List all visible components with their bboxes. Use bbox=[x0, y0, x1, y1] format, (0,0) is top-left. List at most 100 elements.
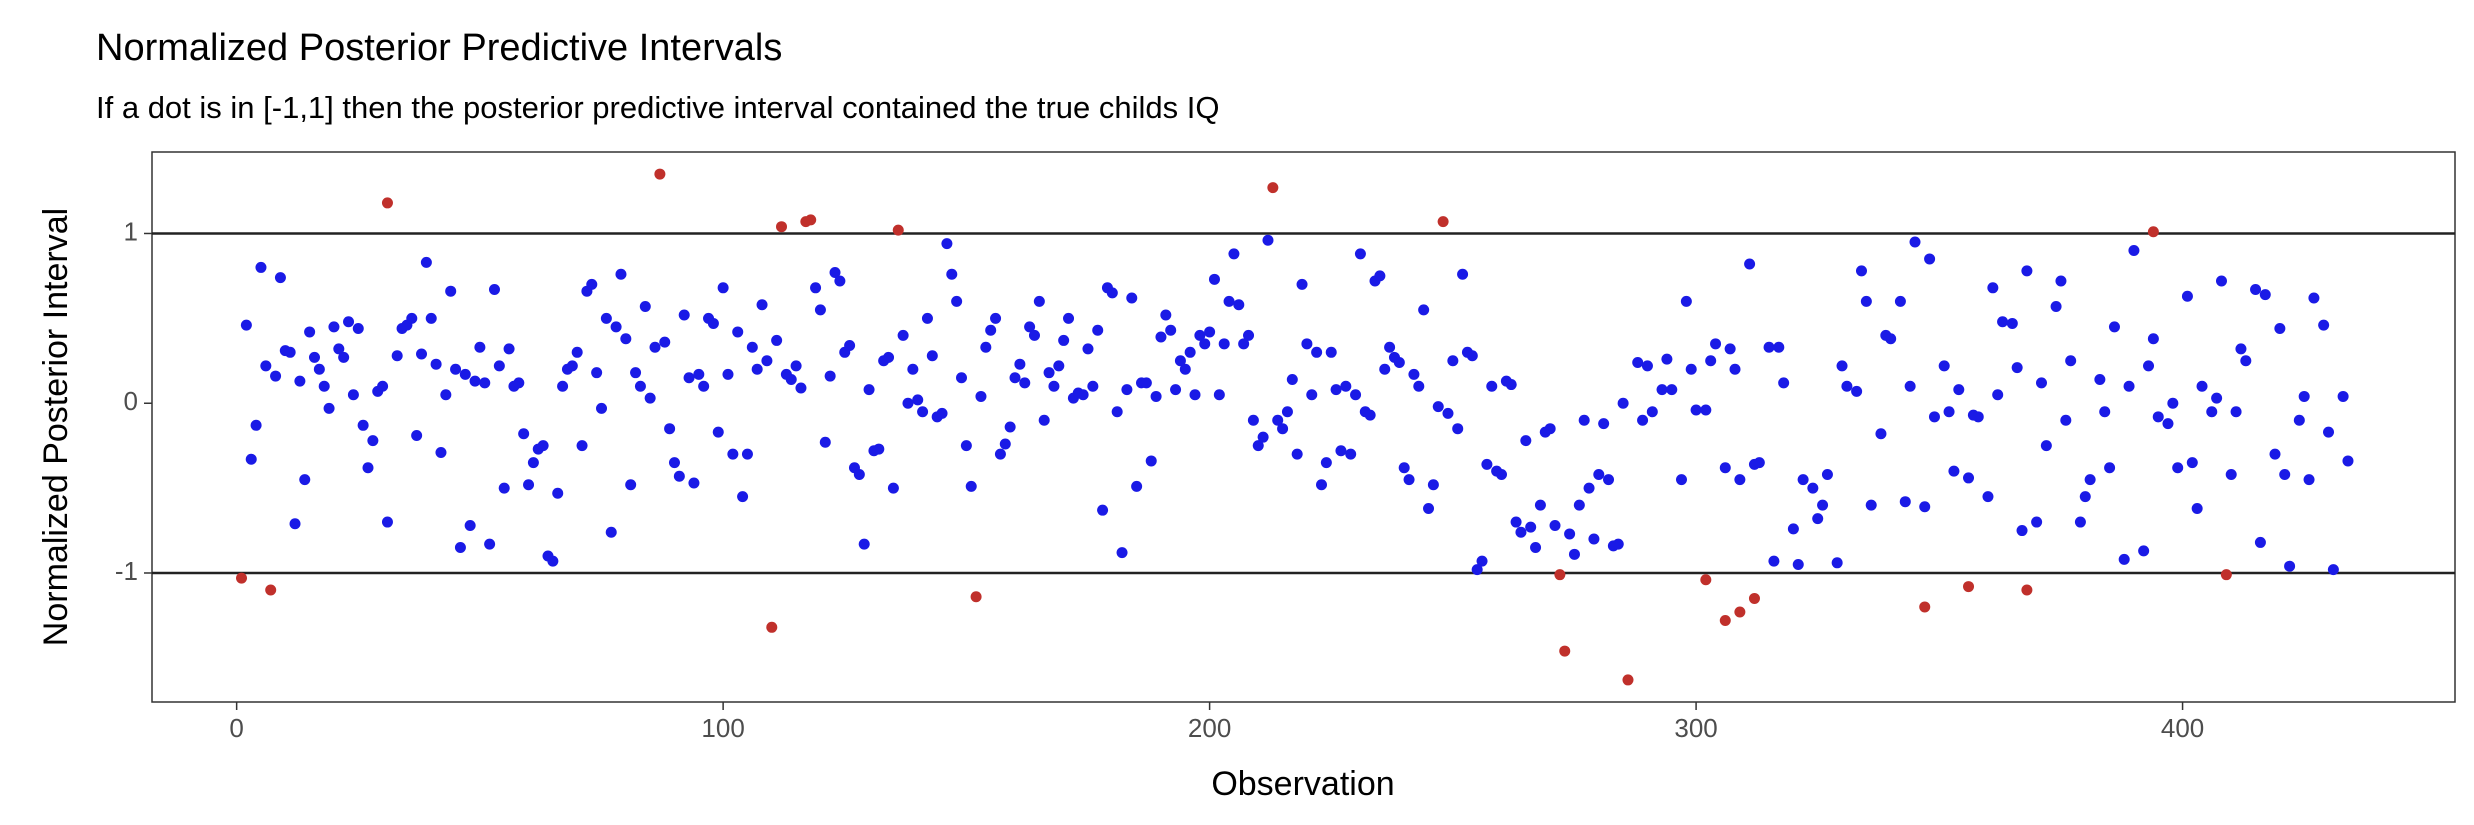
data-point bbox=[1744, 258, 1756, 270]
data-point bbox=[2006, 317, 2018, 329]
data-point bbox=[892, 224, 904, 236]
data-point bbox=[1734, 606, 1746, 618]
data-point bbox=[1179, 363, 1191, 375]
data-point bbox=[1710, 338, 1722, 350]
data-point bbox=[1267, 182, 1279, 194]
data-point bbox=[1350, 389, 1362, 401]
x-tick-label: 100 bbox=[701, 713, 744, 743]
data-point bbox=[853, 469, 865, 481]
data-point bbox=[294, 375, 306, 387]
data-point bbox=[284, 346, 296, 358]
data-point bbox=[454, 542, 466, 554]
data-point bbox=[659, 336, 671, 348]
data-point bbox=[1564, 528, 1576, 540]
data-point bbox=[250, 419, 262, 431]
data-point bbox=[527, 457, 539, 469]
data-point bbox=[1208, 273, 1220, 285]
data-point bbox=[1281, 406, 1293, 418]
data-point bbox=[2074, 516, 2086, 528]
data-point bbox=[1963, 472, 1975, 484]
data-point bbox=[737, 491, 749, 503]
data-point bbox=[1753, 457, 1765, 469]
data-point bbox=[1495, 469, 1507, 481]
data-point bbox=[712, 426, 724, 438]
data-point bbox=[1797, 474, 1809, 486]
data-point bbox=[367, 435, 379, 447]
data-point bbox=[1213, 389, 1225, 401]
data-point bbox=[819, 436, 831, 448]
data-point bbox=[985, 324, 997, 336]
data-point bbox=[605, 526, 617, 538]
data-point bbox=[1092, 324, 1104, 336]
data-point bbox=[1646, 406, 1658, 418]
data-point bbox=[654, 168, 666, 180]
data-point bbox=[513, 377, 525, 389]
data-point bbox=[1963, 581, 1975, 593]
data-point bbox=[2206, 406, 2218, 418]
data-point bbox=[1987, 282, 1999, 294]
data-point bbox=[571, 346, 583, 358]
data-point bbox=[956, 372, 968, 384]
data-point bbox=[2181, 290, 2193, 302]
data-point bbox=[464, 519, 476, 531]
data-point bbox=[1763, 341, 1775, 353]
data-point bbox=[391, 350, 403, 362]
x-tick-label: 0 bbox=[229, 713, 243, 743]
data-point bbox=[552, 487, 564, 499]
data-point bbox=[1252, 440, 1264, 452]
data-point bbox=[1184, 346, 1196, 358]
data-point bbox=[678, 309, 690, 321]
data-point bbox=[445, 285, 457, 297]
data-point bbox=[1116, 547, 1128, 559]
data-point bbox=[2308, 292, 2320, 304]
data-point bbox=[1855, 265, 1867, 277]
data-point bbox=[2327, 564, 2339, 576]
data-point bbox=[1505, 379, 1517, 391]
data-point bbox=[1452, 423, 1464, 435]
data-point bbox=[2147, 226, 2159, 238]
data-point bbox=[1685, 363, 1697, 375]
data-point bbox=[1554, 569, 1566, 581]
data-point bbox=[1315, 479, 1327, 491]
data-point bbox=[912, 394, 924, 406]
data-point bbox=[2084, 474, 2096, 486]
data-point bbox=[1437, 216, 1449, 228]
data-point bbox=[1374, 270, 1386, 282]
data-point bbox=[1277, 423, 1289, 435]
data-point bbox=[1257, 431, 1269, 443]
data-point bbox=[270, 370, 282, 382]
data-point bbox=[1140, 377, 1152, 389]
data-point bbox=[1097, 504, 1109, 516]
data-point bbox=[897, 329, 909, 341]
data-point bbox=[1301, 338, 1313, 350]
data-point bbox=[1364, 409, 1376, 421]
data-point bbox=[1724, 343, 1736, 355]
data-point bbox=[1223, 295, 1235, 307]
chart-subtitle: If a dot is in [-1,1] then the posterior… bbox=[96, 90, 1220, 125]
data-point bbox=[1748, 592, 1760, 604]
data-point bbox=[274, 272, 286, 284]
data-point bbox=[1145, 455, 1157, 467]
data-point bbox=[1865, 499, 1877, 511]
data-point bbox=[1875, 428, 1887, 440]
data-point bbox=[1821, 469, 1833, 481]
data-point bbox=[484, 538, 496, 550]
data-point bbox=[2342, 455, 2354, 467]
data-point bbox=[1053, 360, 1065, 372]
y-tick-label: -1 bbox=[115, 556, 138, 586]
data-point bbox=[2031, 516, 2043, 528]
data-point bbox=[1009, 372, 1021, 384]
data-point bbox=[683, 372, 695, 384]
data-point bbox=[1155, 331, 1167, 343]
data-point bbox=[741, 448, 753, 460]
data-point bbox=[2040, 440, 2052, 452]
data-point bbox=[245, 453, 257, 465]
data-point bbox=[435, 446, 447, 458]
data-point bbox=[2021, 265, 2033, 277]
data-point bbox=[883, 351, 895, 363]
data-point bbox=[649, 341, 661, 353]
data-point bbox=[2050, 300, 2062, 312]
data-point bbox=[630, 367, 642, 379]
data-point bbox=[1063, 312, 1075, 324]
data-point bbox=[902, 397, 914, 409]
